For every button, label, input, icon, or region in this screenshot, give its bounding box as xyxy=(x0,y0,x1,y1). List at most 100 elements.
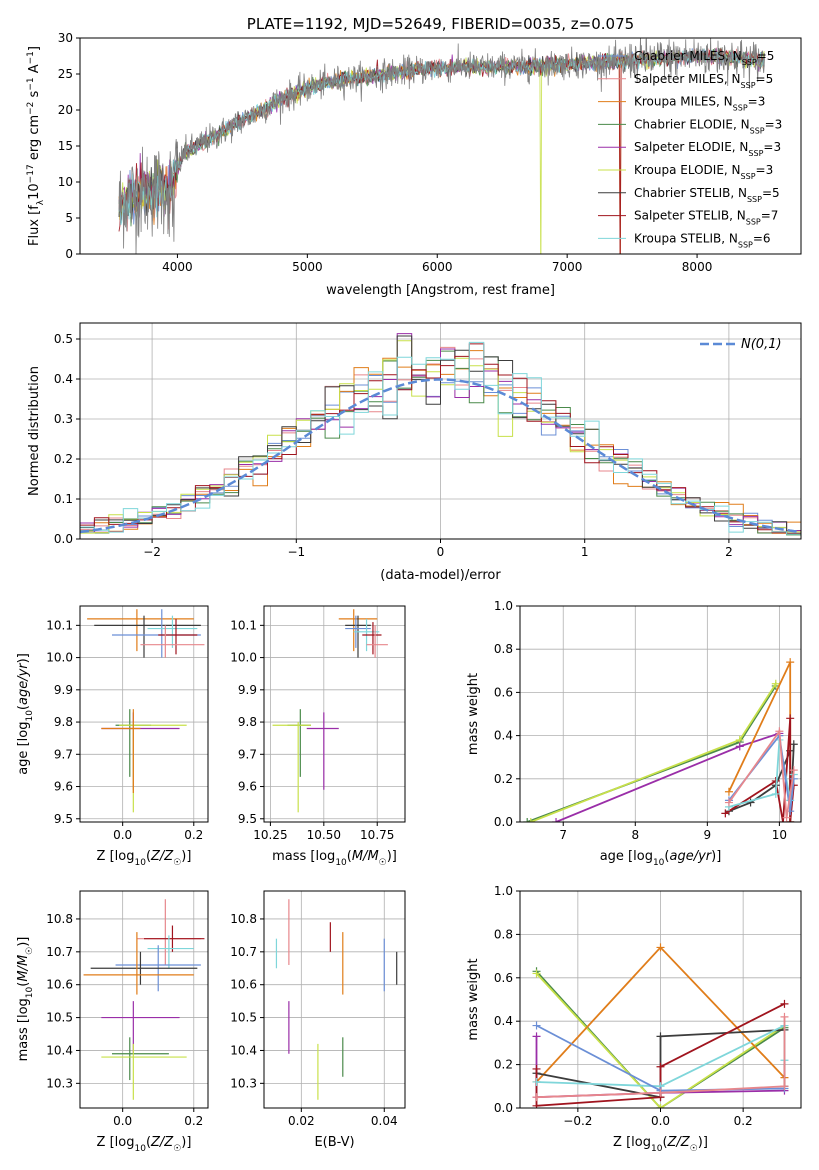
x-tick-label: −1 xyxy=(287,545,305,559)
weight-marker xyxy=(771,679,780,688)
weight-marker xyxy=(771,789,780,798)
histograms xyxy=(80,333,801,539)
age_vs_Z-ylabel: age [log10(age/yr)] xyxy=(16,653,35,775)
legend-entry-3: Chabrier ELODIE, NSSP=3 xyxy=(598,117,782,135)
label-part: ( xyxy=(16,982,31,987)
label-part: age [log xyxy=(600,849,653,864)
errorbar-point xyxy=(158,618,198,655)
weight_vs_age-lines xyxy=(523,658,798,822)
y-tick-label: 1.0 xyxy=(494,884,513,898)
y-tick-label: 0.2 xyxy=(494,1058,513,1072)
spectrum-title: PLATE=1192, MJD=52649, FIBERID=0035, z=0… xyxy=(247,15,634,33)
errorbar-point xyxy=(147,935,194,969)
x-tick-label: 10.25 xyxy=(253,828,287,842)
legend-sub: SSP xyxy=(747,194,762,203)
residuals-legend: N(0,1) xyxy=(700,337,782,352)
weight-line-8 xyxy=(728,728,795,818)
x-tick-label: 0.0 xyxy=(113,828,132,842)
y-tick-label: 9.9 xyxy=(54,683,73,697)
x-tick-label: 0.2 xyxy=(184,1114,203,1128)
label-part: Z/Z xyxy=(667,1135,691,1150)
legend-label: Kroupa MILES, NSSP=3 xyxy=(634,95,765,113)
legend-label: N(0,1) xyxy=(741,337,782,352)
legend-name: Salpeter STELIB, N xyxy=(634,209,746,223)
y-tick-label: 10.4 xyxy=(46,1043,73,1057)
label-part: age/yr xyxy=(669,849,712,864)
legend-sub: SSP xyxy=(741,80,756,89)
weight-marker xyxy=(780,999,789,1008)
label-part: )] xyxy=(711,849,721,864)
label-part: −17 xyxy=(26,164,36,183)
y-tick-label: 0.0 xyxy=(494,1101,513,1115)
weight-marker xyxy=(532,1021,541,1030)
errorbar-point xyxy=(94,615,201,658)
x-tick-label: 0.04 xyxy=(371,1114,398,1128)
label-part: 10 xyxy=(651,1144,663,1154)
weight_vs_age-ylabel: mass weight xyxy=(466,673,481,755)
y-tick-label: 0.8 xyxy=(494,927,513,941)
label-part: )] xyxy=(181,849,191,864)
label-part: Flux [f xyxy=(27,205,42,246)
legend-label: Kroupa ELODIE, NSSP=3 xyxy=(634,163,773,181)
label-part: erg cm xyxy=(27,115,42,164)
label-part: s xyxy=(27,90,42,101)
legend-name: Kroupa MILES, N xyxy=(634,95,733,109)
label-part: ( xyxy=(146,849,151,864)
spectrum-xlabel: wavelength [Angstrom, rest frame] xyxy=(326,283,555,298)
label-part: E(B-V) xyxy=(314,1135,354,1150)
label-part: age/yr xyxy=(16,662,31,705)
histogram-8 xyxy=(80,341,801,539)
label-part: ( xyxy=(146,1135,151,1150)
y-tick-label: 0.5 xyxy=(54,332,73,346)
errorbar-point xyxy=(101,1043,187,1100)
mass_vs_Z-xlabel: Z [log10(Z/Z☉)] xyxy=(97,1135,192,1154)
label-part: Z [log xyxy=(97,849,135,864)
y-tick-label: 10.8 xyxy=(230,912,257,926)
legend-name: Kroupa STELIB, N xyxy=(634,231,738,245)
x-tick-label: 4000 xyxy=(162,260,193,274)
errorbar-point xyxy=(362,622,382,655)
legend-sub: SSP xyxy=(741,172,756,181)
legend-entry-1: Salpeter MILES, NSSP=5 xyxy=(598,72,773,89)
label-part: λ xyxy=(36,199,46,205)
weight-marker xyxy=(526,818,535,822)
errorbar-point xyxy=(287,709,311,777)
legend-label: Salpeter ELODIE, NSSP=3 xyxy=(634,140,781,158)
y-tick-label: 0.1 xyxy=(54,492,73,506)
y-tick-label: 0.0 xyxy=(494,815,513,829)
y-tick-label: 0.3 xyxy=(54,412,73,426)
spectrum-lines xyxy=(118,38,765,254)
weight-marker xyxy=(780,1012,789,1021)
legend-name: Kroupa ELODIE, N xyxy=(634,163,741,177)
errorbar-point xyxy=(83,932,194,995)
label-part: age [log xyxy=(16,722,31,775)
weight-marker xyxy=(724,798,733,807)
legend-n: =3 xyxy=(756,163,774,177)
weight-marker xyxy=(656,1088,665,1097)
legend-name: Chabrier MILES, N xyxy=(634,49,742,63)
label-part: Z/Z xyxy=(150,1135,174,1150)
y-tick-label: 10.3 xyxy=(230,1076,257,1090)
x-tick-label: 10 xyxy=(772,828,787,842)
x-tick-label: 2 xyxy=(725,545,733,559)
age_vs_Z-points xyxy=(87,609,205,813)
y-tick-label: 10.5 xyxy=(46,1011,73,1025)
legend-n: =6 xyxy=(753,231,771,245)
mass_vs_ebv-frame xyxy=(263,890,406,1109)
y-tick-label: 1.0 xyxy=(494,599,513,613)
x-tick-label: 0.2 xyxy=(184,828,203,842)
y-tick-label: 25 xyxy=(58,67,73,81)
label-part: 10 xyxy=(335,858,347,868)
label-part: )] xyxy=(698,1135,708,1150)
legend-sub: SSP xyxy=(733,103,748,112)
label-part: Z [log xyxy=(97,1135,135,1150)
x-tick-label: 10.50 xyxy=(307,828,341,842)
legend-label: Chabrier MILES, NSSP=5 xyxy=(634,49,774,67)
x-tick-label: 8000 xyxy=(682,260,713,274)
y-tick-label: 20 xyxy=(58,103,73,117)
legend-sub: SSP xyxy=(748,149,763,158)
legend-entry-7: Salpeter STELIB, NSSP=7 xyxy=(598,209,778,226)
x-tick-label: −0.2 xyxy=(563,1114,592,1128)
